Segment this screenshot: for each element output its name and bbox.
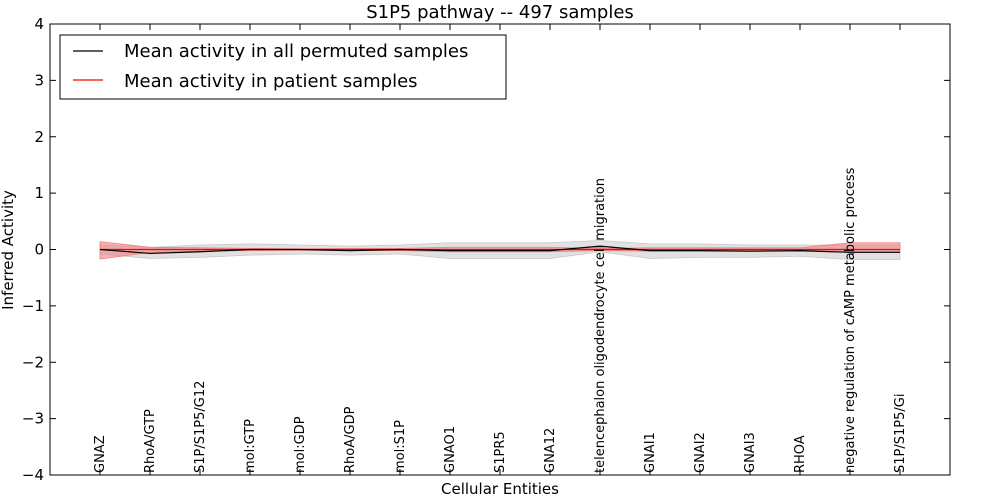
y-tick-label: 3: [34, 71, 44, 89]
category-label: telencephalon oligodendrocyte cell migra…: [593, 178, 608, 473]
series-line-permuted: [99, 245, 900, 255]
legend: Mean activity in all permuted samples Me…: [59, 34, 507, 100]
category-label: GNA12: [543, 428, 558, 473]
category-label: GNAO1: [443, 426, 458, 473]
y-axis-label: Inferred Activity: [0, 190, 17, 310]
category-label: negative regulation of cAMP metabolic pr…: [843, 167, 858, 473]
category-label: GNAI3: [743, 432, 758, 473]
y-tick-label: −3: [22, 410, 44, 428]
category-label: GNAI1: [643, 432, 658, 473]
y-tick-label: −4: [22, 466, 44, 484]
y-axis-ticks: 4 3 2 1 0 −1 −2 −3 −4: [22, 15, 950, 484]
category-label: GNAZ: [93, 435, 108, 473]
x-axis-ticks: [99, 24, 901, 475]
category-label: S1P/S1P5/G12: [193, 381, 208, 473]
y-tick-label: 4: [34, 15, 44, 33]
y-tick-label: −2: [22, 353, 44, 371]
category-label: GNAI2: [693, 432, 708, 473]
legend-label-permuted: Mean activity in all permuted samples: [124, 41, 468, 62]
legend-box: [59, 34, 507, 100]
category-label: S1P/S1P5/Gi: [893, 394, 908, 473]
x-axis-label: Cellular Entities: [441, 480, 559, 498]
category-label: RhoA/GTP: [143, 409, 158, 473]
category-label: RHOA: [793, 435, 808, 473]
category-label: mol:S1P: [393, 420, 408, 473]
series-lines: [99, 245, 900, 255]
y-tick-label: 2: [34, 128, 44, 146]
category-label: mol:GTP: [243, 419, 258, 473]
category-label: RhoA/GDP: [343, 406, 358, 473]
legend-label-patient: Mean activity in patient samples: [124, 71, 418, 92]
category-labels: GNAZ RhoA/GTP S1P/S1P5/G12 mol:GTP mol:GDP Rh…: [93, 167, 908, 473]
category-label: S1PR5: [493, 431, 508, 473]
category-label: mol:GDP: [293, 416, 308, 473]
y-tick-label: −1: [22, 297, 44, 315]
y-tick-label: 1: [34, 184, 44, 202]
y-tick-label: 0: [34, 241, 44, 259]
chart-title: S1P5 pathway -- 497 samples: [366, 2, 634, 23]
